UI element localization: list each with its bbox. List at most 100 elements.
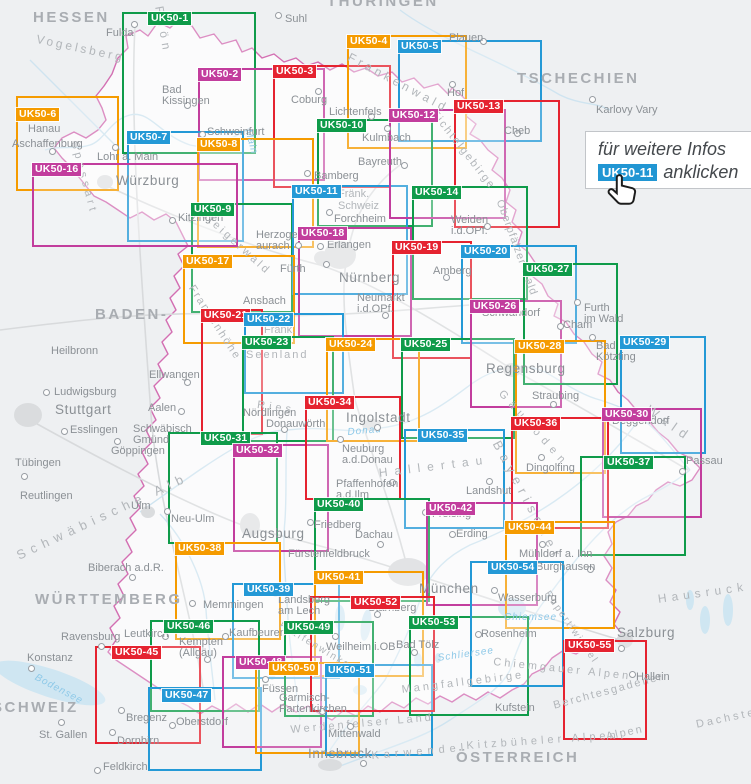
sheet-chip-UK50-31[interactable]: UK50-31 (199, 431, 252, 446)
sheet-chip-UK50-9[interactable]: UK50-9 (189, 202, 236, 217)
city-label: Kempten (Allgäu) (179, 636, 224, 659)
city-label: Rosenheim (481, 628, 537, 640)
sheet-chip-UK50-51[interactable]: UK50-51 (323, 663, 376, 678)
sheet-chip-UK50-1[interactable]: UK50-1 (146, 11, 193, 26)
sheet-chip-UK50-22[interactable]: UK50-22 (242, 312, 295, 327)
tooltip-sheet-chip[interactable]: UK50-11 (598, 164, 658, 181)
sheet-chip-UK50-47[interactable]: UK50-47 (160, 688, 213, 703)
city-dot (326, 209, 333, 216)
city-label: Amberg (433, 265, 472, 277)
sheet-chip-UK50-19[interactable]: UK50-19 (390, 240, 443, 255)
city-label: Ravensburg (61, 631, 121, 643)
city-label: Hanau (28, 123, 61, 135)
sheet-chip-UK50-6[interactable]: UK50-6 (14, 107, 61, 122)
city-label: Heilbronn (51, 345, 99, 357)
city-dot (411, 649, 418, 656)
sheet-chip-UK50-2[interactable]: UK50-2 (196, 67, 243, 82)
sheet-area-UK50-12 (389, 109, 506, 219)
sheet-area-UK50-28 (515, 340, 606, 474)
city-label: Fürstenfeldbruck (288, 548, 370, 560)
city-dot (58, 719, 65, 726)
sheet-chip-UK50-13[interactable]: UK50-13 (452, 99, 505, 114)
sheet-chip-UK50-21[interactable]: UK50-21 (199, 308, 252, 323)
sheet-chip-UK50-39[interactable]: UK50-39 (242, 582, 295, 597)
sheet-chip-UK50-11[interactable]: UK50-11 (291, 184, 342, 199)
city-dot (222, 633, 229, 640)
sheet-chip-UK50-17[interactable]: UK50-17 (181, 254, 234, 269)
city-dot (629, 671, 636, 678)
sheet-chip-UK50-54[interactable]: UK50-54 (486, 560, 539, 575)
city-label: Bamberg (314, 170, 359, 182)
sheet-chip-UK50-28[interactable]: UK50-28 (513, 339, 566, 354)
sheet-area-UK50-34 (305, 396, 401, 500)
sheet-chip-UK50-3[interactable]: UK50-3 (271, 64, 318, 79)
city-label: Donauwörth (266, 418, 326, 430)
sheet-area-UK50-13 (454, 100, 560, 228)
city-dot (449, 81, 456, 88)
city-label: Füssen (262, 683, 299, 695)
city-dot (323, 261, 330, 268)
city-label: Burghausen (536, 561, 596, 573)
sheet-chip-UK50-50[interactable]: UK50-50 (267, 661, 320, 676)
sheet-chip-UK50-16[interactable]: UK50-16 (30, 162, 83, 177)
city-dot (491, 587, 498, 594)
sheet-chip-UK50-35[interactable]: UK50-35 (416, 428, 469, 443)
sheet-chip-UK50-46[interactable]: UK50-46 (162, 619, 215, 634)
sheet-chip-UK50-23[interactable]: UK50-23 (240, 335, 293, 350)
city-dot (262, 676, 269, 683)
sheet-chip-UK50-30[interactable]: UK50-30 (600, 407, 653, 422)
city-label: Feldkirch (103, 761, 148, 773)
city-label: Ludwigsburg (54, 386, 117, 398)
sheet-chip-UK50-45[interactable]: UK50-45 (110, 645, 163, 660)
info-tooltip: für weitere Infos UK50-11 anklicken (585, 131, 751, 189)
sheet-chip-UK50-25[interactable]: UK50-25 (399, 337, 452, 352)
city-dot (550, 401, 557, 408)
sheet-chip-UK50-18[interactable]: UK50-18 (296, 226, 349, 241)
sheet-chip-UK50-14[interactable]: UK50-14 (410, 185, 463, 200)
sheet-chip-UK50-36[interactable]: UK50-36 (509, 416, 562, 431)
city-label: Schwandorf (482, 307, 541, 319)
city-dot (484, 223, 491, 230)
city-label: Aschaffenburg (12, 138, 83, 150)
sheet-chip-UK50-4[interactable]: UK50-4 (345, 34, 392, 49)
sheet-chip-UK50-29[interactable]: UK50-29 (618, 335, 671, 350)
sheet-chip-UK50-7[interactable]: UK50-7 (125, 130, 172, 145)
sheet-chip-UK50-26[interactable]: UK50-26 (468, 299, 521, 314)
sheet-chip-UK50-41[interactable]: UK50-41 (312, 570, 365, 585)
city-label: Nördlingen (243, 407, 297, 419)
sheet-chip-UK50-37[interactable]: UK50-37 (602, 455, 655, 470)
sheet-chip-UK50-32[interactable]: UK50-32 (231, 443, 284, 458)
sheet-chip-UK50-40[interactable]: UK50-40 (312, 497, 365, 512)
city-label: Würzburg (116, 173, 180, 188)
city-label: München (419, 581, 479, 596)
city-label: Schwäbisch Gmünd (133, 423, 192, 446)
sheet-chip-UK50-12[interactable]: UK50-12 (387, 108, 440, 123)
city-label: Erlangen (327, 239, 372, 251)
sheet-chip-UK50-53[interactable]: UK50-53 (407, 615, 460, 630)
sheet-chip-UK50-27[interactable]: UK50-27 (521, 262, 574, 277)
sheet-chip-UK50-55[interactable]: UK50-55 (563, 638, 616, 653)
sheet-chip-UK50-42[interactable]: UK50-42 (424, 501, 477, 516)
sheet-chip-UK50-20[interactable]: UK50-20 (459, 244, 512, 259)
sheet-chip-UK50-38[interactable]: UK50-38 (173, 541, 226, 556)
sheet-area-UK50-53 (409, 616, 529, 716)
city-label: Coburg (291, 94, 328, 106)
sheet-chip-UK50-5[interactable]: UK50-5 (396, 39, 443, 54)
city-label: St. Gallen (39, 729, 88, 741)
sheet-chip-UK50-52[interactable]: UK50-52 (349, 595, 402, 610)
sheet-chip-UK50-10[interactable]: UK50-10 (315, 118, 368, 133)
sheet-chip-UK50-44[interactable]: UK50-44 (503, 520, 556, 535)
sheet-chip-UK50-34[interactable]: UK50-34 (303, 395, 356, 410)
sheet-chip-UK50-49[interactable]: UK50-49 (282, 620, 335, 635)
sheet-chip-UK50-24[interactable]: UK50-24 (324, 337, 377, 352)
city-dot (118, 707, 125, 714)
region-label-hessen: HESSEN (33, 9, 110, 26)
city-label: Göppingen (111, 445, 165, 457)
tooltip-line2: UK50-11 anklicken (598, 162, 751, 183)
sheet-chip-UK50-8[interactable]: UK50-8 (195, 137, 242, 152)
city-dot (129, 574, 136, 581)
city-label: Landsberg am Lech (278, 594, 330, 617)
city-dot (61, 428, 68, 435)
city-label: Dornbirn (117, 735, 160, 747)
city-label: Bad Kissingen (162, 84, 210, 107)
